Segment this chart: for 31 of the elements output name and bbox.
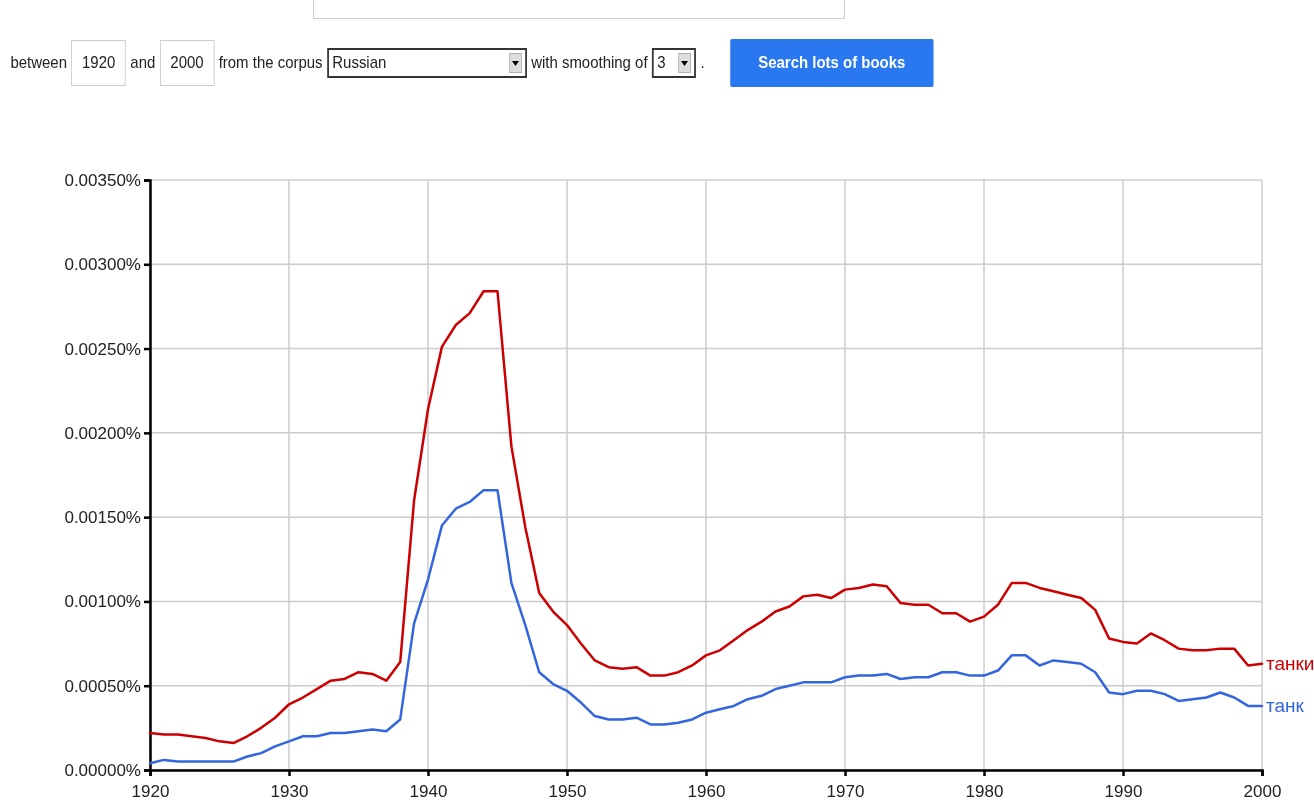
line-series — [148, 488, 1264, 765]
x-tick-label: 1990 — [1104, 781, 1143, 801]
x-tick-label: 1920 — [131, 781, 170, 801]
text: . — [700, 53, 705, 73]
text: between — [10, 53, 67, 73]
dropdown: Russian — [327, 48, 527, 78]
y-tick-label: 0.00350% — [64, 170, 141, 190]
y-tick-label: 0.00000% — [64, 760, 141, 780]
text: from the corpus — [218, 53, 323, 73]
text-field: 2000 — [159, 40, 215, 86]
y-tick-label: 0.00150% — [64, 508, 141, 528]
x-tick-label: 1980 — [965, 781, 1004, 801]
x-tick-label: 1930 — [270, 781, 309, 801]
text: and — [130, 53, 156, 73]
y-tick-label: 0.00100% — [64, 592, 141, 612]
y-tick-label: 0.00250% — [64, 339, 141, 359]
x-tick-label: 1940 — [409, 781, 448, 801]
y-tick-label: 0.00200% — [64, 423, 141, 443]
text-field: 1920 — [71, 40, 126, 86]
x-tick-label: 1950 — [548, 781, 587, 801]
x-tick-label: 1970 — [826, 781, 865, 801]
search-button: Search lots of books — [730, 39, 934, 87]
series-label: танк — [1266, 694, 1305, 716]
text: with smoothing of — [531, 53, 648, 73]
y-tick-label: 0.00050% — [64, 676, 141, 696]
line-series — [148, 290, 1264, 745]
x-tick-label: 1960 — [687, 781, 726, 801]
x-tick-label: 2000 — [1243, 781, 1282, 801]
series-label: танки — [1266, 652, 1314, 674]
dropdown: 3 — [651, 48, 696, 78]
y-tick-label: 0.00300% — [64, 255, 141, 275]
